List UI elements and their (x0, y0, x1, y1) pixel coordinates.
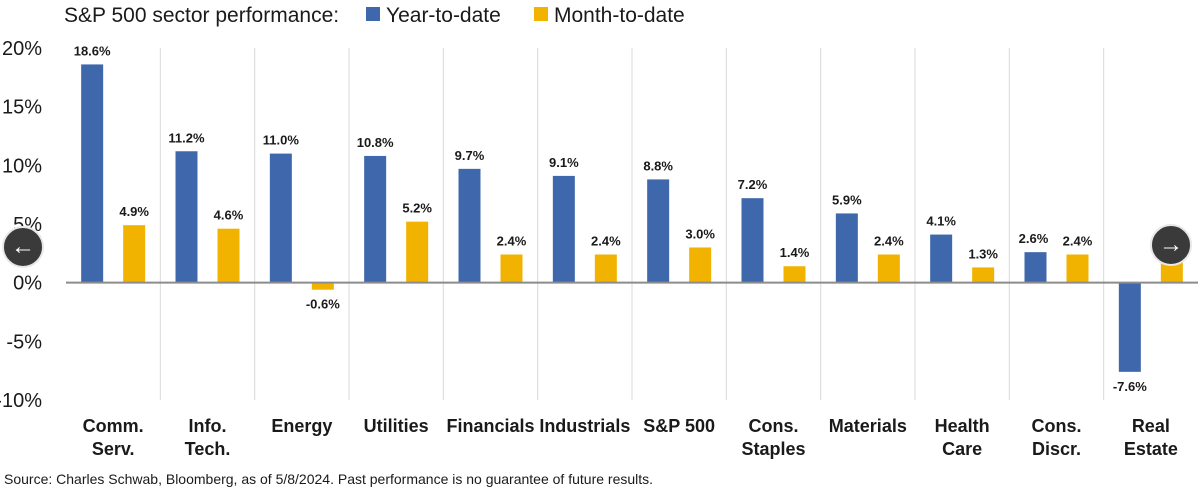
ytd-bar (647, 179, 670, 283)
ytd-bar (930, 234, 953, 283)
category-label: Real Estate (1124, 416, 1178, 459)
arrow-left-icon: ← (11, 233, 35, 260)
mtd-data-label: 2.4% (497, 234, 527, 249)
category-label-line: Comm. (83, 416, 144, 436)
legend-swatch-mtd (534, 7, 548, 21)
ytd-bar (1118, 282, 1141, 372)
y-tick-label: 15% (2, 97, 42, 119)
mtd-bar (311, 282, 334, 290)
category-label-line: Info. (189, 416, 227, 436)
chart-legend: S&P 500 sector performance: Year-to-date… (64, 4, 685, 27)
ytd-data-label: 2.6% (1019, 231, 1049, 246)
next-arrow-button[interactable]: → (1150, 224, 1192, 266)
ytd-bar (835, 213, 858, 283)
ytd-data-label: 11.2% (168, 130, 205, 145)
category-label-line: Staples (741, 439, 805, 459)
mtd-data-label: -0.6% (306, 297, 340, 312)
category-label: Utilities (364, 416, 429, 436)
category-label: Materials (829, 416, 907, 436)
category-label-line: Discr. (1032, 439, 1081, 459)
ytd-data-label: 10.8% (357, 135, 394, 150)
ytd-bar (175, 151, 198, 283)
data-labels: 18.6% 11.2% 11.0% 10.8% 9.7% 9.1% 8.8% 7.2% 5.9%… (74, 43, 1148, 393)
ytd-data-label: 4.1% (926, 214, 956, 229)
category-gridlines (159, 48, 1105, 400)
category-label-line: Tech. (185, 439, 231, 459)
ytd-data-label: 8.8% (643, 158, 673, 173)
mtd-data-label: 2.4% (1063, 234, 1093, 249)
chart-title: S&P 500 sector performance: (64, 4, 339, 27)
category-label-line: Real (1132, 416, 1170, 436)
legend-label-ytd: Year-to-date (386, 4, 501, 27)
y-tick-label: 0% (13, 273, 42, 295)
category-label-line: Materials (829, 416, 907, 436)
mtd-bar (689, 247, 712, 283)
source-note: Source: Charles Schwab, Bloomberg, as of… (4, 471, 654, 487)
category-label-line: Care (942, 439, 982, 459)
legend-swatch-ytd (366, 7, 380, 21)
mtd-bar (972, 267, 995, 283)
y-tick-label: -5% (6, 331, 42, 353)
mtd-data-label: 4.6% (214, 208, 244, 223)
category-label-line: S&P 500 (643, 416, 715, 436)
x-axis-categories: Comm. Serv. Info. Tech. Energy Utilities Finan… (83, 416, 1178, 459)
category-label: Comm. Serv. (83, 416, 144, 459)
mtd-data-label: 1.3% (968, 246, 998, 261)
category-label-line: Utilities (364, 416, 429, 436)
legend-label-mtd: Month-to-date (554, 4, 685, 27)
mtd-data-label: 1.4% (780, 245, 810, 260)
category-label-line: Cons. (748, 416, 798, 436)
ytd-data-label: 7.2% (738, 177, 768, 192)
ytd-bar (741, 198, 764, 283)
category-label-line: Health (935, 416, 990, 436)
ytd-data-label: 18.6% (74, 43, 111, 58)
mtd-bar (217, 228, 240, 283)
mtd-bar (783, 266, 806, 283)
category-label: Cons. Discr. (1031, 416, 1081, 459)
previous-arrow-button[interactable]: ← (2, 226, 44, 268)
mtd-data-label: 2.4% (591, 234, 621, 249)
category-label-line: Estate (1124, 439, 1178, 459)
category-label: Cons. Staples (741, 416, 805, 459)
ytd-bar (81, 64, 104, 283)
ytd-bar (269, 153, 292, 283)
mtd-bar (500, 254, 523, 283)
ytd-data-label: 9.1% (549, 155, 579, 170)
ytd-bar (458, 168, 481, 283)
y-axis: 20%15%10%5%0%-5%-10% (0, 38, 42, 412)
ytd-data-label: 11.0% (263, 133, 300, 148)
mtd-bar (406, 221, 429, 283)
mtd-data-label: 4.9% (119, 204, 149, 219)
category-label: Energy (271, 416, 332, 436)
category-label-line: Serv. (92, 439, 135, 459)
category-label-line: Financials (446, 416, 534, 436)
ytd-bar (1024, 252, 1047, 283)
y-tick-label: 20% (2, 38, 42, 60)
mtd-bar (1066, 254, 1089, 283)
category-label: Health Care (935, 416, 990, 459)
category-label-line: Industrials (539, 416, 630, 436)
category-label: Financials (446, 416, 534, 436)
bars (81, 64, 1183, 372)
category-label: Industrials (539, 416, 630, 436)
mtd-bar (123, 225, 146, 283)
mtd-data-label: 3.0% (685, 226, 715, 241)
ytd-bar (552, 175, 575, 283)
ytd-data-label: -7.6% (1113, 379, 1147, 394)
mtd-data-label: 2.4% (874, 234, 904, 249)
ytd-data-label: 9.7% (455, 148, 485, 163)
y-tick-label: -10% (0, 390, 42, 412)
category-label: S&P 500 (643, 416, 715, 436)
y-tick-label: 10% (2, 155, 42, 177)
mtd-data-label: 5.2% (402, 201, 432, 216)
category-label-line: Energy (271, 416, 332, 436)
mtd-bar (594, 254, 617, 283)
category-label: Info. Tech. (185, 416, 231, 459)
arrow-right-icon: → (1159, 231, 1183, 258)
ytd-bar (364, 155, 387, 283)
category-label-line: Cons. (1031, 416, 1081, 436)
mtd-bar (877, 254, 900, 283)
ytd-data-label: 5.9% (832, 192, 862, 207)
